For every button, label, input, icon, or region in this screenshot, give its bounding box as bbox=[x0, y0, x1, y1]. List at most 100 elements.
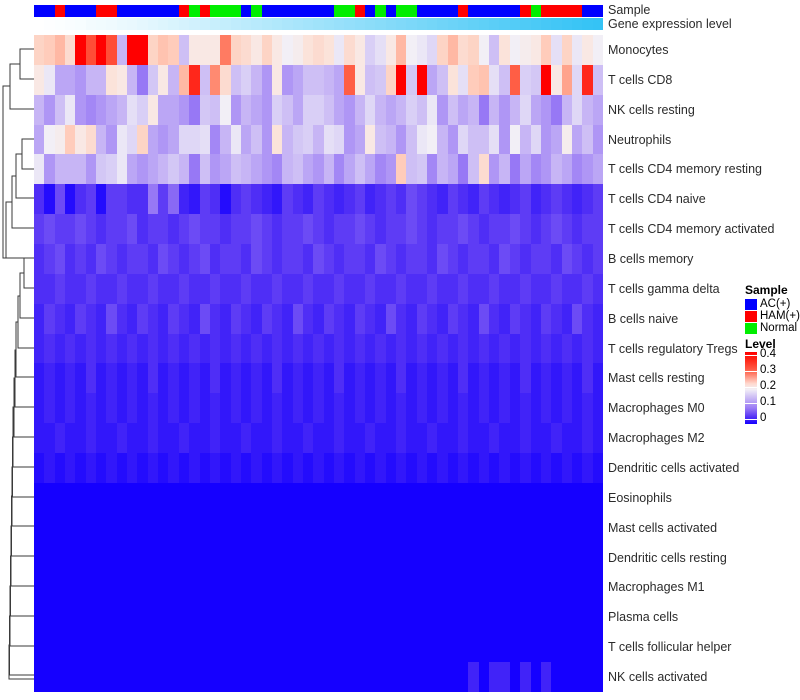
heatmap-cell bbox=[530, 482, 541, 513]
heatmap-cell bbox=[509, 512, 521, 543]
heatmap-cell bbox=[375, 423, 386, 454]
heatmap-cell bbox=[468, 35, 479, 65]
heatmap-cell bbox=[344, 453, 355, 483]
heatmap-cell bbox=[468, 124, 479, 155]
heatmap-cell bbox=[199, 363, 210, 394]
heatmap-cell bbox=[458, 363, 469, 394]
heatmap-cell bbox=[302, 363, 314, 394]
heatmap-cell bbox=[178, 423, 190, 454]
heatmap-cell bbox=[271, 602, 283, 633]
heatmap-cell bbox=[458, 453, 469, 483]
heatmap-cell bbox=[489, 64, 500, 95]
heatmap-cell bbox=[75, 482, 86, 513]
gene-expression-annotation-cell bbox=[65, 18, 76, 30]
heatmap-row bbox=[34, 94, 603, 125]
sample-legend-item: HAM(+) bbox=[745, 310, 800, 322]
heatmap-cell bbox=[582, 542, 593, 573]
level-legend-title: Level bbox=[745, 337, 776, 351]
heatmap-cell bbox=[447, 542, 459, 573]
heatmap-cell bbox=[344, 662, 355, 692]
heatmap-cell bbox=[323, 393, 334, 424]
heatmap-cell bbox=[75, 363, 86, 394]
heatmap-cell bbox=[168, 572, 179, 603]
heatmap-cell bbox=[499, 333, 510, 364]
heatmap-cell bbox=[96, 512, 107, 543]
heatmap-cell bbox=[96, 363, 107, 394]
heatmap-cell bbox=[178, 124, 190, 155]
heatmap-cell bbox=[302, 602, 314, 633]
heatmap-cell bbox=[520, 94, 531, 125]
heatmap-row bbox=[34, 363, 603, 394]
heatmap-cell bbox=[127, 64, 138, 95]
heatmap-cell bbox=[458, 184, 469, 215]
sample-annotation-cell bbox=[385, 5, 397, 17]
heatmap-cell bbox=[396, 273, 407, 304]
gene-expression-annotation-cell bbox=[396, 18, 407, 30]
heatmap-cell bbox=[406, 423, 417, 454]
heatmap-cell bbox=[44, 154, 55, 185]
heatmap-cell bbox=[199, 124, 210, 155]
heatmap-cell bbox=[344, 154, 355, 185]
heatmap-cell bbox=[540, 64, 552, 95]
heatmap-cell bbox=[458, 602, 469, 633]
heatmap-cell bbox=[427, 273, 438, 304]
heatmap-cell bbox=[209, 35, 221, 65]
heatmap-cell bbox=[251, 184, 262, 215]
heatmap-cell bbox=[302, 482, 314, 513]
heatmap-cell bbox=[323, 333, 334, 364]
heatmap-cell bbox=[230, 482, 241, 513]
heatmap-cell bbox=[489, 273, 500, 304]
heatmap-cell bbox=[406, 154, 417, 185]
heatmap-cell bbox=[406, 303, 417, 334]
heatmap-cell bbox=[468, 512, 479, 543]
heatmap-cell bbox=[96, 423, 107, 454]
heatmap-cell bbox=[137, 154, 148, 185]
heatmap-cell bbox=[137, 184, 148, 215]
heatmap-cell bbox=[333, 154, 345, 185]
heatmap-cell bbox=[147, 393, 159, 424]
heatmap-cell bbox=[282, 602, 293, 633]
heatmap-cell bbox=[489, 632, 500, 663]
gene-expression-annotation-cell bbox=[468, 18, 479, 30]
heatmap-cell bbox=[313, 94, 324, 125]
heatmap-cell bbox=[561, 184, 572, 215]
heatmap-cell bbox=[189, 602, 200, 633]
heatmap-cell bbox=[365, 94, 376, 125]
heatmap-cell bbox=[592, 94, 603, 125]
heatmap-cell bbox=[437, 393, 448, 424]
heatmap-cell bbox=[54, 154, 66, 185]
heatmap-cell bbox=[178, 572, 190, 603]
heatmap-cell bbox=[230, 542, 241, 573]
heatmap-cell bbox=[96, 154, 107, 185]
heatmap-cell bbox=[199, 453, 210, 483]
heatmap-cell bbox=[592, 602, 603, 633]
heatmap-cell bbox=[582, 303, 593, 334]
heatmap-cell bbox=[127, 184, 138, 215]
heatmap-cell bbox=[582, 453, 593, 483]
heatmap-cell bbox=[34, 244, 45, 274]
heatmap-cell bbox=[427, 214, 438, 245]
heatmap-cell bbox=[220, 303, 231, 334]
heatmap-cell bbox=[540, 94, 552, 125]
gene-expression-annotation-cell bbox=[168, 18, 179, 30]
heatmap-cell bbox=[520, 393, 531, 424]
heatmap-cell bbox=[230, 393, 241, 424]
heatmap-cell bbox=[240, 482, 252, 513]
heatmap-cell bbox=[582, 273, 593, 304]
heatmap-cell bbox=[323, 35, 334, 65]
heatmap-cell bbox=[499, 423, 510, 454]
heatmap-cell bbox=[313, 662, 324, 692]
heatmap-cell bbox=[561, 393, 572, 424]
sample-legend-swatch bbox=[745, 310, 757, 322]
heatmap-cell bbox=[458, 303, 469, 334]
heatmap-cell bbox=[540, 632, 552, 663]
heatmap-cell bbox=[344, 184, 355, 215]
heatmap-row-label: Mast cells activated bbox=[608, 520, 718, 535]
heatmap-cell bbox=[406, 124, 417, 155]
heatmap-cell bbox=[209, 512, 221, 543]
heatmap-cell bbox=[220, 184, 231, 215]
heatmap-cell bbox=[158, 333, 169, 364]
sample-annotation-cell bbox=[302, 5, 314, 17]
heatmap-cell bbox=[520, 333, 531, 364]
gene-expression-annotation-cell bbox=[106, 18, 117, 30]
